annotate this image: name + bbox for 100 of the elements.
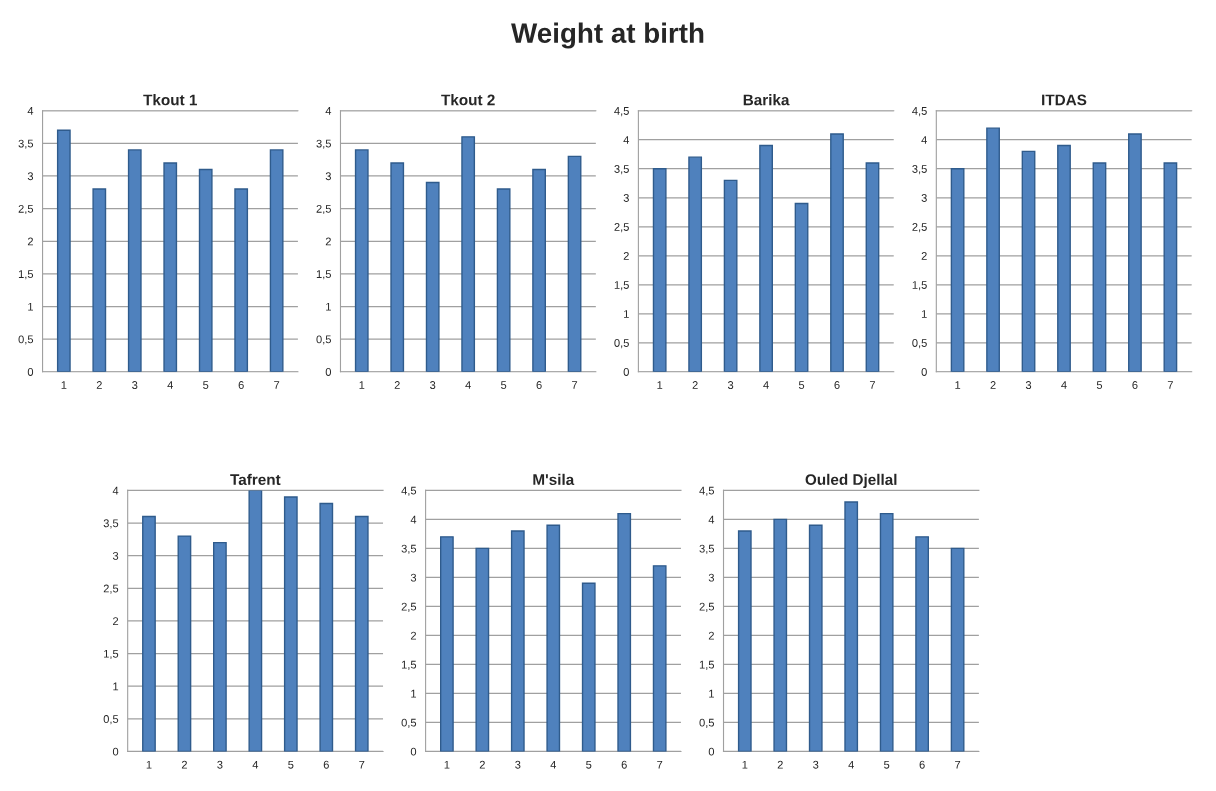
bar: [127, 149, 142, 372]
y-tick-label: 1,5: [18, 270, 34, 280]
y-tick-label: 0: [921, 368, 927, 376]
x-tick-label: 3: [1025, 381, 1032, 389]
y-tick-label: 0,5: [699, 718, 715, 728]
x-tick-label: 3: [515, 760, 521, 769]
y-tick-label: 2: [708, 631, 714, 640]
bar: [92, 188, 107, 372]
x-tick-label: 1: [444, 760, 450, 769]
y-tick-label: 2: [921, 252, 927, 260]
x-tick-label: 1: [955, 381, 961, 389]
y-tick-label: 2: [113, 617, 119, 625]
x-tick-label: 1: [61, 381, 67, 389]
x-tick-label: 7: [869, 381, 876, 389]
y-tick-label: 3,5: [614, 165, 629, 175]
bar: [475, 547, 490, 752]
x-tick-label: 6: [536, 381, 542, 389]
bar: [496, 188, 511, 372]
y-tick-label: 1,5: [614, 281, 629, 291]
x-tick-label: 2: [692, 381, 698, 389]
y-tick-label: 2: [623, 252, 629, 260]
x-tick-label: 5: [500, 381, 507, 389]
x-tick-label: 4: [167, 381, 173, 389]
y-tick-label: 3: [112, 551, 119, 560]
x-tick-label: 5: [798, 381, 805, 389]
y-tick-label: 1,5: [699, 660, 715, 670]
text: Weight at birth: [511, 22, 704, 49]
x-tick-label: 1: [742, 760, 748, 769]
bar: [688, 156, 703, 372]
x-tick-label: 2: [96, 381, 102, 389]
x-tick-label: 3: [727, 381, 734, 389]
y-tick-label: 1: [113, 682, 119, 691]
bar: [830, 133, 844, 372]
x-tick-label: 3: [217, 760, 223, 769]
y-tick-label: 4: [410, 515, 417, 524]
y-tick-label: 3: [921, 194, 927, 202]
y-tick-label: 3: [27, 172, 34, 181]
x-tick-label: 4: [252, 760, 259, 769]
y-tick-label: 1,5: [104, 649, 119, 660]
y-tick-label: 0,5: [18, 335, 34, 345]
bar: [248, 490, 263, 752]
bar: [617, 512, 632, 752]
bar: [354, 149, 369, 372]
bar: [723, 179, 738, 372]
bar: [439, 536, 454, 752]
y-tick-label: 1: [709, 689, 714, 698]
x-tick-label: 2: [479, 760, 485, 769]
x-tick-label: 2: [990, 381, 996, 389]
chart-title: Tafrent: [230, 473, 281, 486]
y-tick-label: 1: [624, 310, 629, 318]
bar: [198, 168, 213, 372]
bar: [319, 502, 334, 752]
y-tick-label: 0,5: [316, 335, 331, 345]
y-tick-label: 2,5: [912, 223, 927, 233]
bar: [986, 127, 1000, 372]
bar: [354, 515, 369, 752]
y-tick-label: 3: [708, 573, 714, 582]
x-tick-label: 6: [919, 760, 925, 769]
y-tick-label: 2,5: [103, 584, 119, 594]
x-tick-label: 4: [763, 381, 769, 389]
y-tick-label: 3: [325, 172, 331, 181]
y-tick-label: 4,5: [912, 107, 927, 117]
y-tick-label: 2,5: [401, 602, 417, 612]
y-tick-label: 3: [410, 573, 417, 582]
bar: [652, 168, 667, 372]
y-tick-label: 0,5: [401, 718, 417, 728]
bar: [1021, 150, 1036, 372]
y-tick-label: 4: [921, 136, 927, 144]
bar: [163, 162, 178, 372]
bar: [950, 168, 965, 372]
y-tick-label: 4: [708, 515, 715, 524]
y-tick-label: 2: [27, 237, 33, 246]
y-tick-label: 3: [623, 194, 629, 202]
y-tick-label: 1: [28, 302, 33, 311]
bar: [844, 501, 859, 752]
bar: [581, 582, 596, 752]
bar: [532, 168, 546, 372]
x-tick-label: 6: [621, 760, 627, 769]
x-tick-label: 5: [586, 760, 592, 769]
bar: [1163, 162, 1178, 372]
x-tick-label: 6: [834, 381, 840, 389]
y-tick-label: 2: [410, 631, 417, 640]
y-tick-label: 4: [623, 136, 630, 144]
x-tick-label: 2: [777, 760, 783, 769]
y-tick-label: 3,5: [18, 139, 34, 149]
x-tick-label: 2: [394, 381, 400, 389]
y-tick-label: 1,5: [401, 660, 417, 670]
y-tick-label: 3,5: [401, 544, 417, 554]
y-tick-label: 0,5: [614, 339, 629, 349]
x-tick-label: 7: [274, 381, 280, 389]
x-tick-label: 4: [1061, 381, 1067, 389]
x-tick-label: 7: [1167, 381, 1173, 389]
bar: [390, 162, 405, 372]
bar: [567, 155, 582, 372]
y-tick-label: 0: [410, 747, 417, 756]
y-tick-label: 0: [708, 747, 715, 756]
bar: [425, 181, 440, 372]
y-tick-label: 2,5: [316, 204, 331, 215]
y-tick-label: 3,5: [316, 139, 331, 149]
y-tick-label: 4: [325, 107, 332, 115]
